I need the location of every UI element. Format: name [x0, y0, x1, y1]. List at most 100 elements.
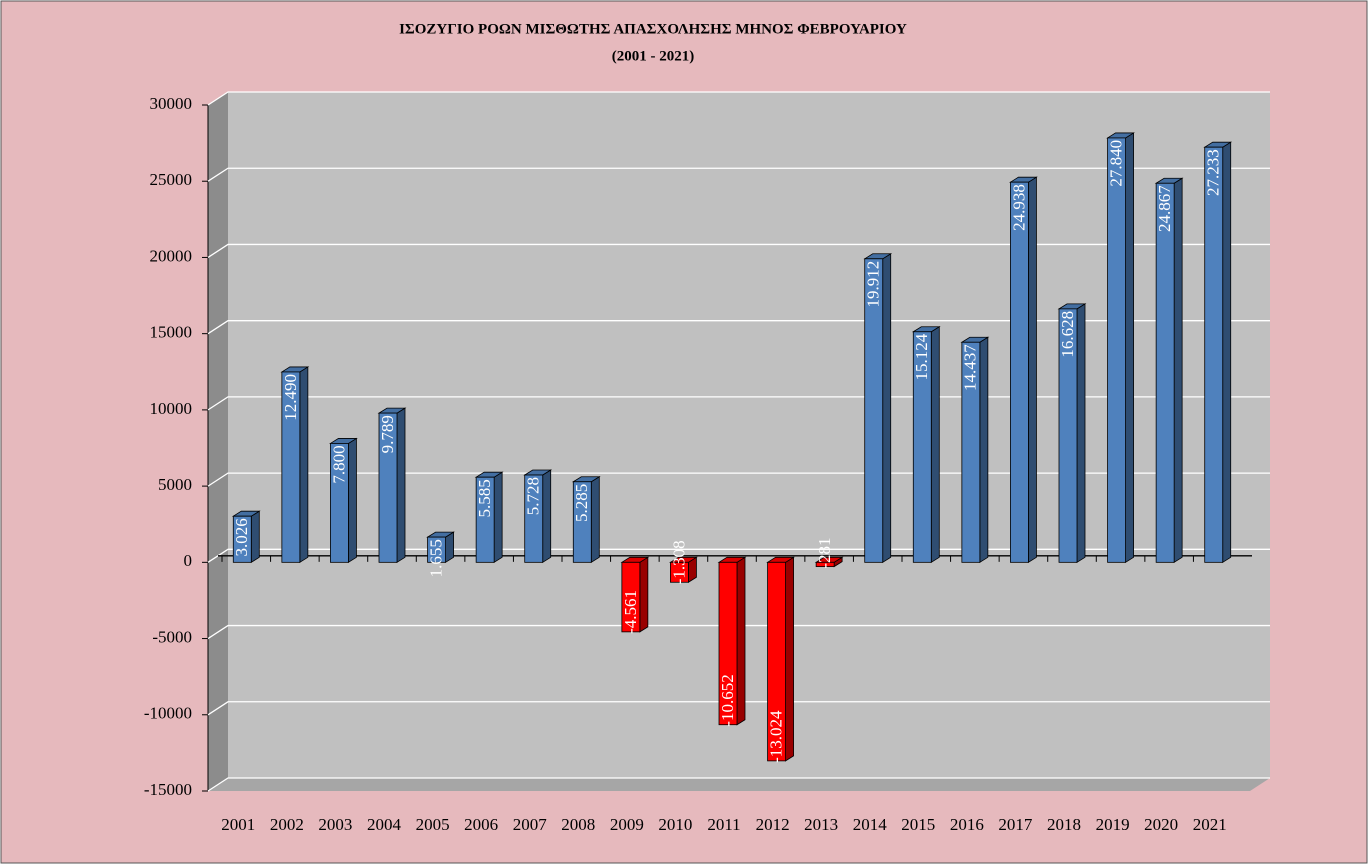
x-tick-label: 2018 [1047, 815, 1081, 834]
bar [1057, 303, 1087, 564]
bar-front [718, 561, 738, 726]
bar-front [524, 474, 544, 563]
bar [1009, 176, 1038, 564]
value-label: 5.728 [524, 477, 543, 515]
bar-front [1204, 146, 1224, 563]
bar-front [1107, 137, 1126, 563]
bar-side [493, 471, 503, 564]
x-tick-label: 2007 [513, 815, 548, 834]
y-tick-label: 10000 [150, 399, 193, 418]
x-tick-label: 2021 [1193, 815, 1227, 834]
x-tick-label: 2015 [901, 815, 935, 834]
x-tick-label: 2020 [1144, 815, 1178, 834]
x-tick-label: 2003 [318, 815, 352, 834]
bar-front [864, 258, 884, 563]
chart-title: ΙΣΟΖΥΓΙΟ ΡΟΩΝ ΜΙΣΘΩΤΗΣ ΑΠΑΣΧΟΛΗΣΗΣ ΜΗΝΟΣ… [399, 21, 907, 37]
value-label: 24.938 [1009, 184, 1028, 231]
x-tick-label: 2008 [561, 815, 595, 834]
bar-side [1028, 176, 1037, 564]
bar-front [427, 536, 446, 563]
bar-side [639, 556, 649, 633]
bar-side [250, 510, 260, 564]
grid-line [207, 91, 1270, 106]
value-label: -10.652 [718, 674, 737, 726]
value-label: -281 [815, 537, 834, 568]
y-tick-label: 20000 [150, 246, 193, 265]
bar [523, 469, 553, 564]
bar-front [378, 412, 398, 563]
value-label: 5.585 [475, 479, 494, 517]
value-label: 15.124 [912, 333, 931, 380]
bar [474, 471, 504, 564]
x-tick-label: 2002 [270, 815, 304, 834]
bar [280, 366, 310, 564]
bar-front [232, 515, 252, 563]
value-label: 1.655 [426, 539, 445, 577]
bar-front [475, 476, 495, 563]
bar [911, 326, 941, 564]
bar-side [542, 469, 552, 564]
value-label: -4.561 [621, 590, 640, 634]
value-label: 3.026 [232, 518, 251, 556]
value-label: 27.840 [1106, 140, 1125, 187]
x-tick-label: 2016 [950, 815, 984, 834]
value-label: -1.308 [669, 540, 688, 584]
bar [571, 476, 601, 564]
value-label: 27.233 [1204, 149, 1223, 196]
bar-side [590, 476, 600, 564]
bar-front [912, 331, 932, 563]
x-tick-label: 2012 [756, 815, 790, 834]
bar-side [1076, 303, 1086, 564]
x-tick-label: 2009 [610, 815, 644, 834]
bar [960, 336, 990, 564]
bar-front [330, 443, 349, 563]
bar-side [930, 326, 940, 564]
back-wall [228, 92, 1270, 778]
bar-front [670, 561, 689, 583]
value-label: 14.437 [961, 344, 980, 391]
bar-front [1155, 182, 1175, 563]
bar-front [1058, 308, 1078, 563]
bar [1106, 132, 1135, 564]
y-tick-label: 30000 [150, 94, 193, 113]
value-label: 5.285 [572, 484, 591, 522]
bar [231, 510, 261, 564]
value-label: -13.024 [766, 710, 785, 763]
x-tick-label: 2013 [804, 815, 838, 834]
bar-side [1173, 177, 1183, 564]
bar-side [1222, 141, 1232, 564]
x-tick-label: 2011 [707, 815, 740, 834]
x-tick-label: 2014 [853, 815, 888, 834]
x-tick-label: 2005 [416, 815, 450, 834]
grid-line [207, 167, 1270, 182]
y-tick-label: 25000 [150, 170, 193, 189]
bar [766, 556, 795, 762]
grid-line [207, 777, 1270, 792]
bar-side [979, 336, 989, 564]
y-tick-label: -10000 [144, 704, 192, 723]
x-tick-label: 2006 [464, 815, 498, 834]
bar-front [281, 371, 301, 563]
bar [1154, 177, 1184, 564]
value-label: 7.800 [329, 445, 348, 483]
bar-side [882, 253, 892, 564]
grid-line [207, 320, 1270, 335]
bar-side [736, 556, 746, 726]
bar-side [785, 556, 794, 762]
bar-front [572, 481, 592, 563]
y-tick-label: 15000 [150, 323, 193, 342]
floor [208, 778, 1270, 791]
bar [863, 253, 893, 564]
x-tick-label: 2017 [998, 815, 1033, 834]
bar [426, 531, 455, 564]
grid-line [207, 624, 1270, 640]
bar [377, 407, 407, 564]
bar-front [961, 341, 981, 563]
bar [717, 556, 747, 726]
bar-front [1010, 181, 1029, 563]
bar [1203, 141, 1233, 564]
value-label: 16.628 [1058, 311, 1077, 358]
bar-side [299, 366, 309, 564]
grid-line [207, 701, 1270, 716]
y-tick-label: -5000 [152, 627, 192, 646]
